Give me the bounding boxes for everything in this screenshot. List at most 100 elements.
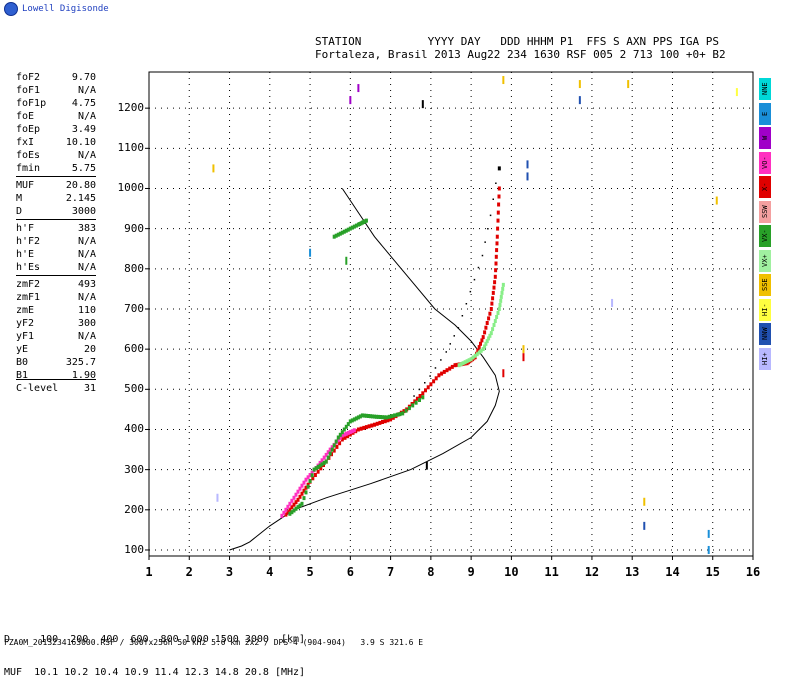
echo-point <box>316 469 320 474</box>
param-key: yF1 <box>16 331 35 342</box>
echo-point <box>469 357 473 362</box>
echo-point <box>493 319 497 323</box>
param-key: foEs <box>16 150 41 161</box>
echo-point <box>498 303 502 307</box>
echo-point <box>463 360 467 365</box>
x-tick-label: 3 <box>225 565 234 579</box>
echo-point <box>494 254 498 259</box>
sporadic-echo <box>425 461 428 470</box>
param-muf: MUF 20.80 <box>16 180 96 193</box>
param-key: yF2 <box>16 318 35 329</box>
globe-icon <box>4 2 18 16</box>
x-tick-label: 7 <box>386 565 395 579</box>
echo-point <box>319 466 323 471</box>
param-value: N/A <box>77 292 96 303</box>
echo-point <box>413 395 415 397</box>
echo-point <box>280 513 284 518</box>
param-value: 383 <box>77 223 96 234</box>
echo-point <box>304 485 308 490</box>
param-key: B0 <box>16 357 29 368</box>
echo-point <box>492 323 496 327</box>
echo-point <box>296 497 300 502</box>
echo-point <box>481 347 485 352</box>
echo-point <box>346 434 350 439</box>
sporadic-echo <box>627 80 630 89</box>
echo-point <box>492 198 494 200</box>
station-header-values: Fortaleza, Brasil 2013 Aug22 234 1630 RS… <box>315 48 726 61</box>
echo-point <box>310 473 314 478</box>
param-value: 31 <box>83 383 96 394</box>
ionogram-chart <box>145 71 754 560</box>
param-fof1: foF1 N/A <box>16 85 96 98</box>
param-value: 2.145 <box>65 193 96 204</box>
d-label: D <box>4 634 11 645</box>
echo-point <box>496 226 500 231</box>
echo-point <box>492 285 496 290</box>
echo-point <box>290 510 294 515</box>
param-key: h'E <box>16 249 35 260</box>
echo-point <box>340 230 344 235</box>
echo-point <box>496 218 500 223</box>
param-key: h'Es <box>16 262 41 273</box>
echo-point <box>290 505 294 510</box>
echo-point <box>407 406 411 411</box>
mode-legend-hi-: HI- <box>759 298 771 321</box>
echo-point <box>479 348 483 353</box>
sporadic-echo <box>526 160 529 169</box>
mode-legend-vo-: VO- <box>759 151 771 174</box>
param-value: N/A <box>77 331 96 342</box>
echo-point <box>373 414 376 419</box>
echo-point <box>395 412 399 417</box>
y-tick-label: 700 <box>124 301 144 315</box>
echo-point <box>296 489 300 494</box>
echo-point <box>432 379 436 384</box>
echo-point <box>426 385 430 390</box>
echo-point <box>383 415 387 420</box>
echo-point <box>497 166 501 171</box>
echo-point <box>332 448 336 453</box>
echo-point <box>477 350 481 355</box>
x-tick-label: 16 <box>745 565 761 579</box>
echo-point <box>350 429 354 434</box>
param-key: foF1 <box>16 85 41 96</box>
echo-point <box>370 423 374 428</box>
mode-legend-e: E <box>759 102 771 125</box>
echo-point <box>457 327 460 329</box>
echo-point <box>480 338 484 343</box>
echo-point <box>489 214 492 217</box>
echo-point <box>332 443 336 448</box>
echo-point <box>393 413 397 418</box>
echo-point <box>342 432 346 437</box>
param-value: N/A <box>77 150 96 161</box>
echo-point <box>373 422 376 427</box>
y-tick-label: 1200 <box>117 101 145 115</box>
echo-point <box>421 391 425 396</box>
param-key: h'F <box>16 223 35 234</box>
param-yf2: yF2 300 <box>16 318 96 331</box>
mode-legend-nnw: NNW <box>759 323 771 345</box>
echo-point <box>364 218 368 223</box>
x-tick-label: 6 <box>346 565 354 579</box>
x-tick-label: 2 <box>185 565 193 579</box>
muf-table: D 100 200 400 600 800 1000 1500 3000 [km… <box>4 612 305 689</box>
param-key: zmF1 <box>16 292 41 303</box>
plot-frame <box>148 71 754 557</box>
echo-point <box>298 503 302 508</box>
echo-point <box>481 254 484 257</box>
echo-point <box>445 351 447 353</box>
mode-legend-label: VX+ <box>761 254 769 267</box>
echo-point <box>495 234 499 239</box>
muf-distance-row: D 100 200 400 600 800 1000 1500 3000 [km… <box>4 634 305 645</box>
echo-point <box>445 368 449 373</box>
sporadic-echo <box>357 84 360 93</box>
echo-point <box>467 358 471 363</box>
muf-values: 10.1 10.2 10.4 10.9 11.4 12.3 14.8 20.8 <box>28 667 269 678</box>
echo-point <box>434 367 437 369</box>
echo-point <box>356 415 360 420</box>
param-fof1p: foF1p 4.75 <box>16 98 96 111</box>
param-key: D <box>16 206 23 217</box>
mode-legend-label: VO- <box>761 156 769 169</box>
echo-point <box>334 233 338 238</box>
echo-point <box>421 395 425 400</box>
param-value: N/A <box>77 236 96 247</box>
